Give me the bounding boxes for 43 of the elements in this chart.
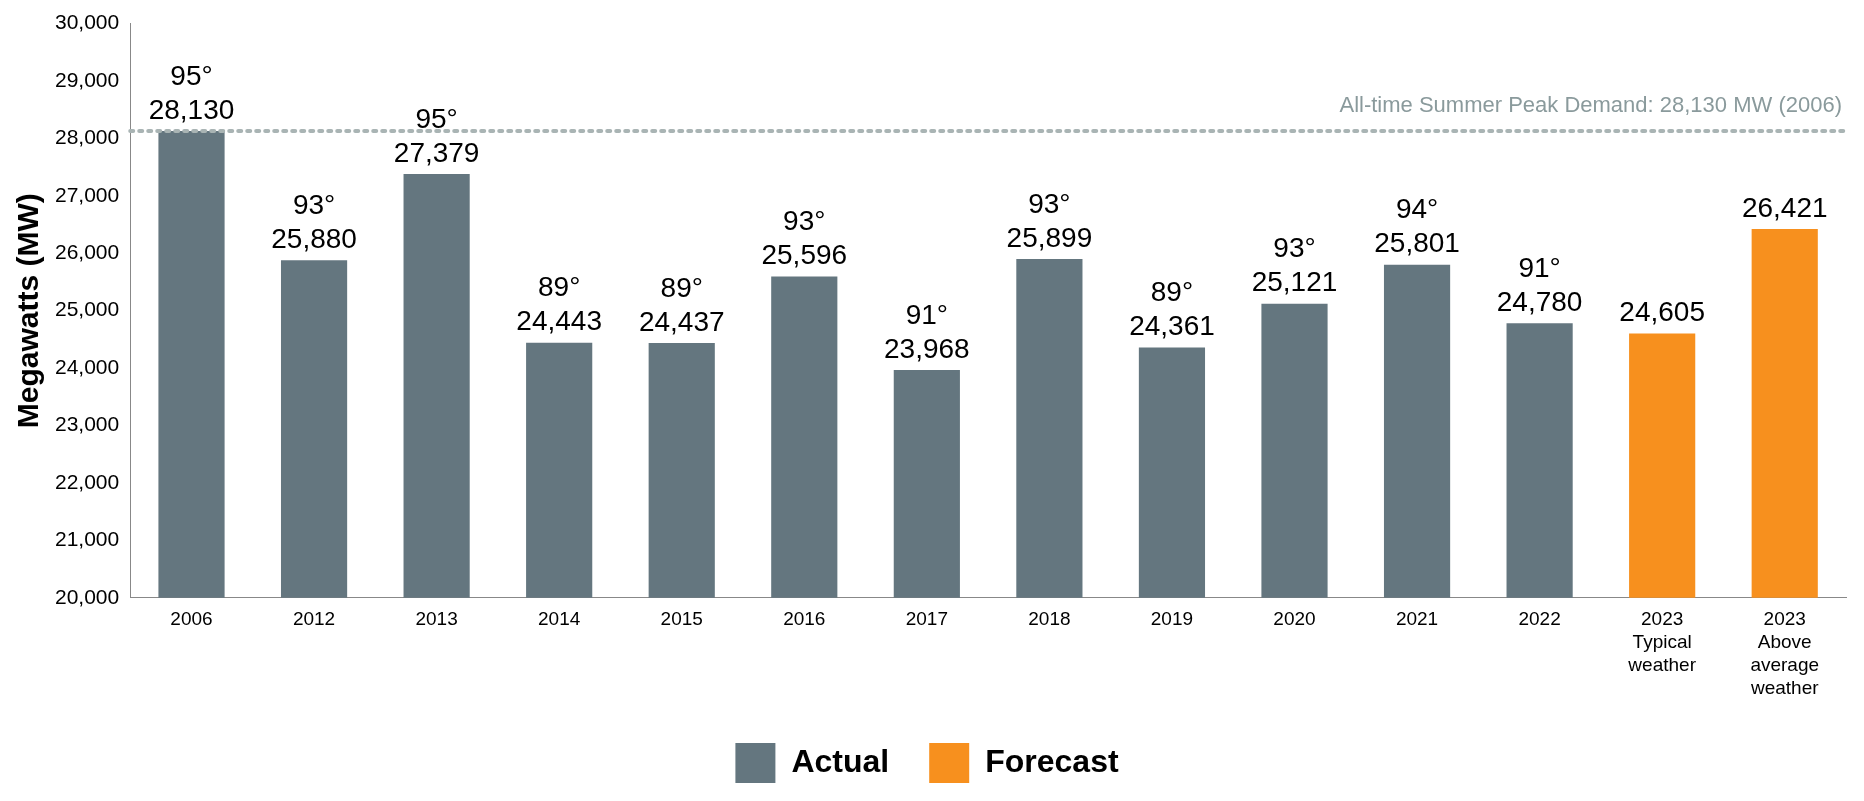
data-label: 93° 25,596 xyxy=(761,205,848,271)
legend-label: Actual xyxy=(791,742,890,779)
x-tick-label: 2015 xyxy=(660,608,703,630)
data-label: 91° 23,968 xyxy=(884,298,970,364)
x-tick-label: 2017 xyxy=(905,608,948,630)
x-tick-label: 2023 Above average weather xyxy=(1749,608,1820,698)
y-tick-label: 22,000 xyxy=(55,469,120,493)
y-tick-label: 26,000 xyxy=(55,240,120,264)
x-tick-label: 2018 xyxy=(1028,608,1071,630)
legend-label: Forecast xyxy=(985,742,1119,779)
y-tick-label: 29,000 xyxy=(55,67,120,91)
x-tick-label: 2013 xyxy=(415,608,458,630)
data-label: 95° 28,130 xyxy=(148,59,235,125)
y-tick-label: 30,000 xyxy=(55,10,120,34)
y-tick-label: 21,000 xyxy=(55,527,120,551)
data-label: 89° 24,443 xyxy=(516,271,602,337)
y-tick-label: 23,000 xyxy=(55,412,120,436)
data-label: 93° 25,121 xyxy=(1251,232,1338,298)
data-label: 94° 25,801 xyxy=(1374,193,1460,259)
data-label: 91° 24,780 xyxy=(1496,252,1583,318)
x-tick-label: 2020 xyxy=(1273,608,1316,630)
x-tick-label: 2016 xyxy=(783,608,826,630)
y-tick-label: 20,000 xyxy=(55,584,120,608)
x-tick-label: 2022 xyxy=(1518,608,1561,630)
x-tick-label: 2023 Typical weather xyxy=(1627,608,1697,676)
x-tick-label: 2006 xyxy=(170,608,213,630)
y-tick-label: 24,000 xyxy=(55,354,120,378)
x-tick-label: 2021 xyxy=(1395,608,1439,630)
data-label: 93° 25,880 xyxy=(271,188,357,254)
x-tick-label: 2014 xyxy=(538,608,581,630)
y-tick-label: 27,000 xyxy=(55,182,120,206)
data-label: 89° 24,437 xyxy=(638,271,725,337)
data-label: 24,605 xyxy=(1619,296,1705,328)
y-axis-title: Megawatts (MW) xyxy=(11,193,45,429)
x-tick-label: 2019 xyxy=(1150,608,1194,630)
data-label: 26,421 xyxy=(1741,191,1828,223)
x-tick-label: 2012 xyxy=(292,608,336,630)
data-label: 95° 27,379 xyxy=(393,102,480,168)
ref-line-label: All-time Summer Peak Demand: 28,130 MW (2006) xyxy=(1339,92,1842,118)
data-label: 89° 24,361 xyxy=(1129,276,1215,342)
y-tick-label: 28,000 xyxy=(55,125,120,149)
y-tick-label: 25,000 xyxy=(55,297,120,321)
data-label: 93° 25,899 xyxy=(1006,187,1093,253)
